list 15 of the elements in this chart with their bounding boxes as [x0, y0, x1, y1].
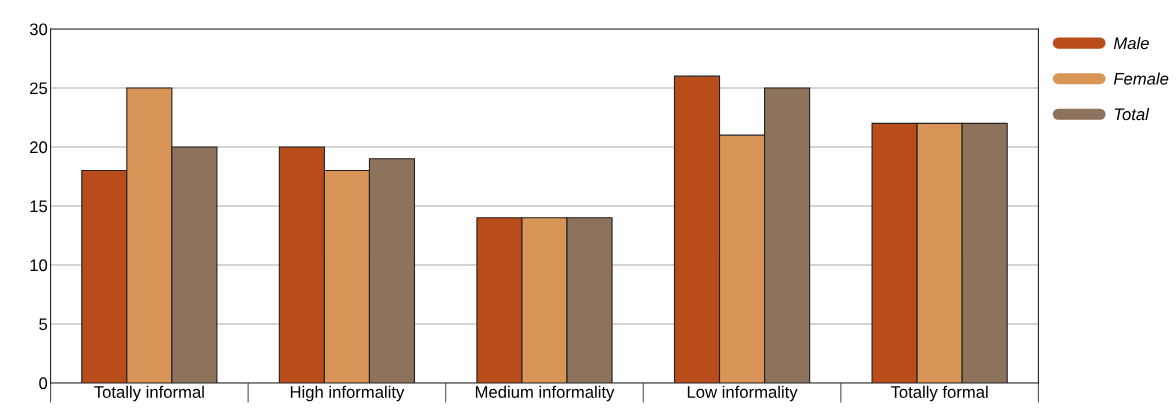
legend-label: Total: [1114, 107, 1150, 121]
x-tick-label: Medium informality: [475, 385, 615, 402]
x-tick-label: Totally formal: [890, 385, 988, 402]
legend-label: Female: [1113, 72, 1169, 85]
x-tick-label: Low informality: [687, 385, 798, 402]
x-tick-label: High informality: [290, 385, 405, 402]
y-tick-label: 5: [39, 318, 48, 331]
y-tick-label: 15: [30, 200, 48, 213]
y-tick-label: 25: [30, 82, 48, 95]
y-tick-label: 10: [30, 259, 48, 272]
y-tick-label: 30: [29, 23, 48, 36]
x-tick-label: Totally informal: [94, 385, 204, 402]
legend-label: Male: [1113, 36, 1149, 50]
y-tick-label: 0: [39, 377, 48, 390]
y-tick-label: 20: [30, 141, 48, 154]
